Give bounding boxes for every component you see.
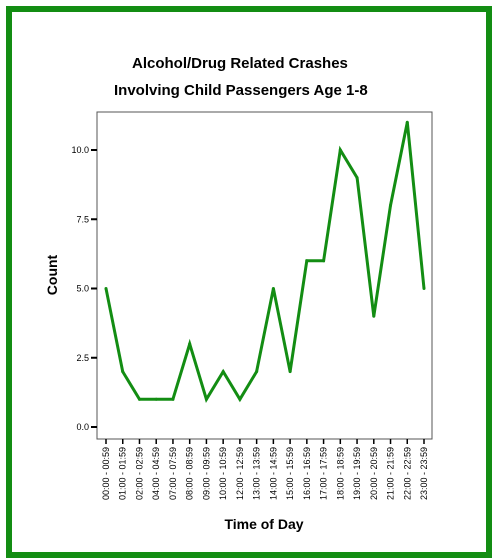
data-point <box>238 397 242 401</box>
data-point <box>137 397 141 401</box>
y-axis: 0.0 2.5 5.0 7.5 10.0 <box>71 145 97 432</box>
x-tick-label: 13:00 - 13:59 <box>252 447 262 500</box>
chart-frame: Alcohol/Drug Related Crashes Involving C… <box>6 6 492 558</box>
x-tick-label: 00:00 - 00:59 <box>101 447 111 500</box>
x-tick-label: 20:00 - 20:59 <box>369 447 379 500</box>
data-point <box>389 203 393 207</box>
data-point <box>104 287 108 290</box>
y-tick-label: 0.0 <box>76 422 89 432</box>
x-axis-label: Time of Day <box>224 516 303 532</box>
data-point <box>121 370 125 374</box>
data-point <box>154 397 158 401</box>
data-point <box>221 370 225 374</box>
data-point <box>355 176 359 180</box>
x-tick-label: 10:00 - 10:59 <box>218 447 228 500</box>
x-axis: 00:00 - 00:59 01:00 - 01:59 02:00 - 02:59 0… <box>101 439 429 500</box>
x-tick-label: 07:00 - 07:59 <box>168 447 178 500</box>
y-tick-label: 2.5 <box>76 353 89 363</box>
x-tick-label: 14:00 - 14:59 <box>268 447 278 500</box>
chart-title-line-1: Alcohol/Drug Related Crashes <box>132 55 348 72</box>
x-tick-label: 19:00 - 19:59 <box>352 447 362 500</box>
plot-area <box>96 111 433 440</box>
data-point <box>204 397 208 401</box>
chart-title: Alcohol/Drug Related Crashes Involving C… <box>12 50 486 104</box>
data-point <box>271 287 275 290</box>
data-point <box>322 259 326 263</box>
x-tick-label: 18:00 - 18:59 <box>335 447 345 500</box>
y-tick-label: 7.5 <box>76 214 89 224</box>
x-tick-label: 15:00 - 15:59 <box>285 447 295 500</box>
x-tick-label: 02:00 - 02:59 <box>134 447 144 500</box>
series-line-count <box>104 122 426 403</box>
x-tick-label: 08:00 - 08:59 <box>185 447 195 500</box>
data-point <box>171 397 175 401</box>
data-point <box>305 259 309 263</box>
x-tick-label: 23:00 - 23:59 <box>419 447 429 500</box>
data-point <box>338 148 342 152</box>
x-tick-label: 22:00 - 22:59 <box>402 447 412 500</box>
y-axis-label: Count <box>44 254 60 295</box>
y-tick-label: 10.0 <box>71 145 89 155</box>
data-point <box>372 314 376 318</box>
data-point <box>422 287 426 290</box>
x-tick-label: 01:00 - 01:59 <box>118 447 128 500</box>
x-tick-label: 21:00 - 21:59 <box>386 447 396 500</box>
data-point <box>288 370 292 374</box>
data-point <box>405 120 409 124</box>
x-tick-label: 09:00 - 09:59 <box>201 447 211 500</box>
chart-title-line-2: Involving Child Passengers Age 1-8 <box>114 82 368 99</box>
x-tick-label: 04:00 - 04:59 <box>151 447 161 500</box>
data-point <box>255 370 259 374</box>
x-tick-label: 16:00 - 16:59 <box>302 447 312 500</box>
data-point <box>188 342 192 346</box>
x-tick-label: 17:00 - 17:59 <box>319 447 329 500</box>
y-tick-label: 5.0 <box>76 284 89 294</box>
x-tick-label: 12:00 - 12:59 <box>235 447 245 500</box>
